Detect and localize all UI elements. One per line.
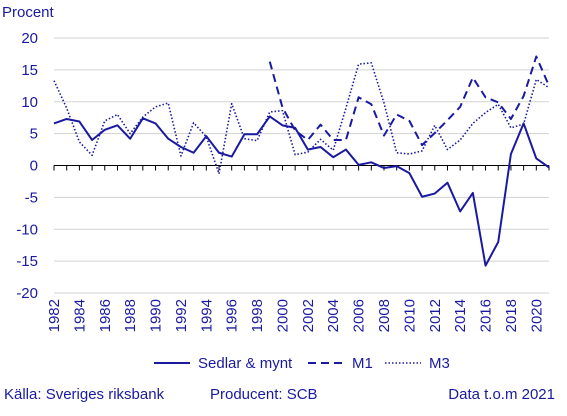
x-tick-label: 1986 [97,299,114,332]
series-lines [53,55,550,267]
legend-label: M3 [429,355,450,372]
x-tick-label: 2002 [300,299,317,332]
x-tick-label: 1994 [198,299,215,332]
x-tick-label: 1988 [122,299,139,332]
source-note: Källa: Sveriges riksbank [4,386,165,403]
x-tick-label: 1996 [224,299,241,332]
x-tick-label: 1982 [46,299,63,332]
x-tick-label: 1992 [173,299,190,332]
axes [53,165,550,171]
series-line-sedlar-mynt [53,115,550,267]
legend: Sedlar & mynt M1 M3 [154,355,450,372]
legend-label: M1 [352,355,373,372]
x-tick-label: 2018 [503,299,520,332]
x-tick-label: 2000 [274,299,291,332]
x-tick-labels: 1982 1984 1986 1988 1990 1992 1994 1996 1998 2000… [46,299,545,332]
x-tick-label: 1990 [148,299,165,332]
series-line-m1 [268,55,550,147]
y-tick-label: 20 [21,30,38,47]
y-tick-labels: 20 15 10 5 0 -5 -10 -15 -20 [16,30,38,302]
y-tick-label: -20 [16,285,38,302]
x-tick-label: 2010 [401,299,418,332]
producer-note: Producent: SCB [210,386,318,403]
y-axis-label: Procent [2,4,55,21]
x-tick-label: 1998 [249,299,266,332]
series-line-m3 [53,62,550,175]
legend-label: Sedlar & mynt [198,355,293,372]
x-tick-label: 2014 [452,299,469,332]
x-tick-label: 2004 [325,299,342,332]
data-through-note: Data t.o.m 2021 [448,386,555,403]
x-tick-label: 2016 [478,299,495,332]
x-tick-label: 2006 [351,299,368,332]
x-tick-label: 2020 [528,299,545,332]
gridlines [54,37,549,294]
y-tick-label: 0 [30,158,38,175]
x-tick-label: 1984 [71,299,88,332]
y-tick-label: -5 [25,189,38,206]
y-tick-label: -10 [16,221,38,238]
y-tick-label: 15 [21,62,38,79]
y-tick-label: 10 [21,94,38,111]
x-tick-label: 2008 [376,299,393,332]
x-tick-label: 2012 [427,299,444,332]
y-tick-label: 5 [30,126,38,143]
y-tick-label: -15 [16,253,38,270]
